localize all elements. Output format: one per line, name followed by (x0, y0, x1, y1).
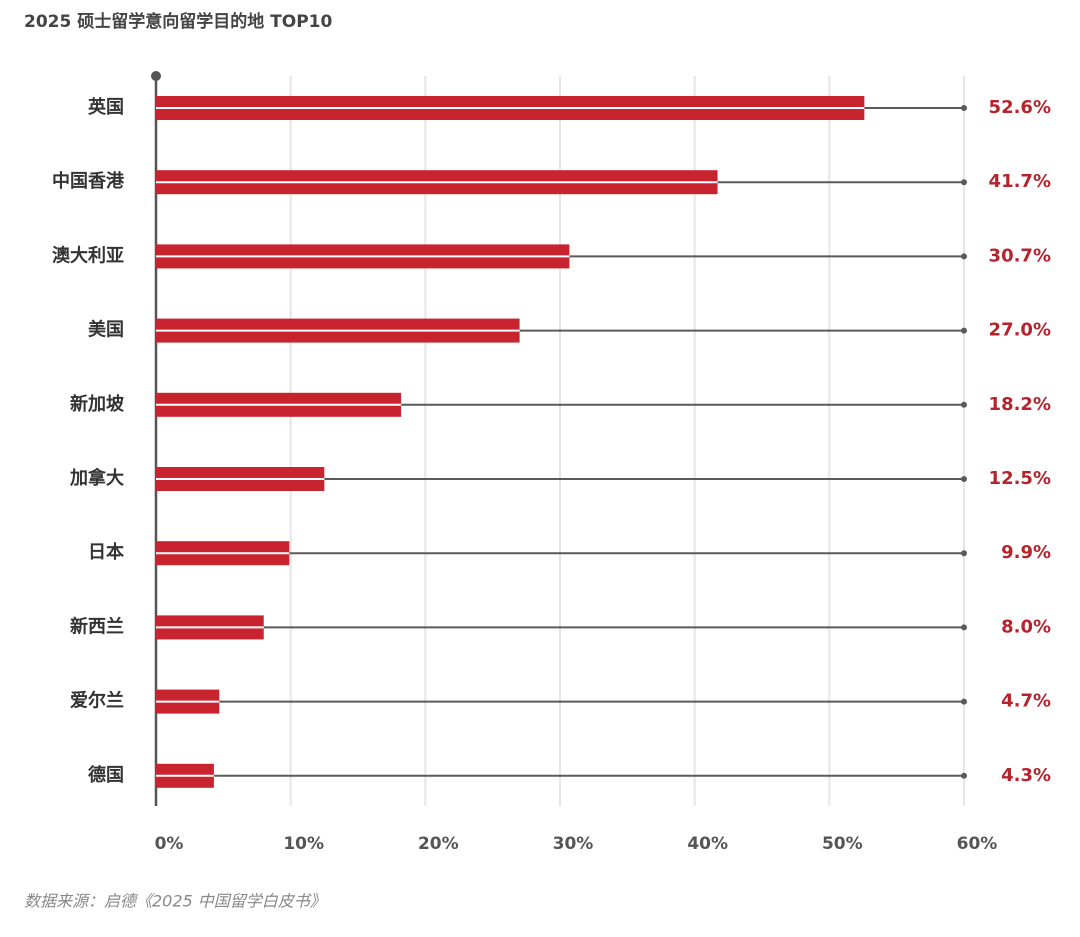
y-tick-label: 美国 (88, 319, 124, 341)
value-label: 12.5% (989, 468, 1051, 489)
leader-dot (961, 179, 967, 186)
leader-dot (961, 476, 967, 482)
y-tick-label: 英国 (87, 96, 124, 118)
x-tick-label: 20% (418, 834, 459, 854)
axis-dot (151, 71, 161, 81)
x-tick-label: 40% (687, 834, 728, 854)
leader-dot (961, 624, 967, 631)
leader-dot (961, 401, 967, 408)
source-note: 数据来源：启德《2025 中国留学白皮书》 (24, 892, 326, 911)
y-tick-label: 澳大利亚 (52, 244, 124, 266)
chart-title: 2025 硕士留学意向留学目的地 TOP10 (24, 11, 332, 32)
x-tick-label: 50% (822, 834, 863, 854)
leader-dot (961, 327, 967, 334)
x-tick-label: 30% (553, 834, 594, 854)
value-label: 4.7% (1001, 691, 1051, 712)
leader-dot (961, 105, 967, 111)
y-tick-label: 爱尔兰 (70, 690, 124, 712)
leader-dot (961, 698, 967, 705)
value-label: 30.7% (989, 245, 1051, 266)
x-tick-label: 60% (957, 834, 998, 854)
value-label: 9.9% (1001, 542, 1051, 563)
leader-dot (961, 550, 967, 557)
y-tick-label: 加拿大 (69, 467, 124, 489)
y-tick-label: 新西兰 (70, 615, 124, 637)
x-tick-label: 0% (155, 834, 184, 854)
y-tick-label: 新加坡 (70, 393, 125, 415)
y-tick-label: 日本 (88, 541, 124, 563)
x-tick-label: 10% (283, 834, 324, 854)
leader-dot (961, 253, 967, 260)
value-label: 18.2% (989, 394, 1051, 415)
leader-dot (961, 772, 967, 779)
value-label: 52.6% (989, 97, 1051, 118)
y-tick-label: 德国 (88, 764, 124, 786)
y-tick-label: 中国香港 (52, 170, 125, 192)
value-label: 41.7% (989, 171, 1051, 192)
value-label: 8.0% (1001, 616, 1051, 637)
value-label: 27.0% (989, 320, 1051, 341)
value-label: 4.3% (1001, 765, 1051, 786)
